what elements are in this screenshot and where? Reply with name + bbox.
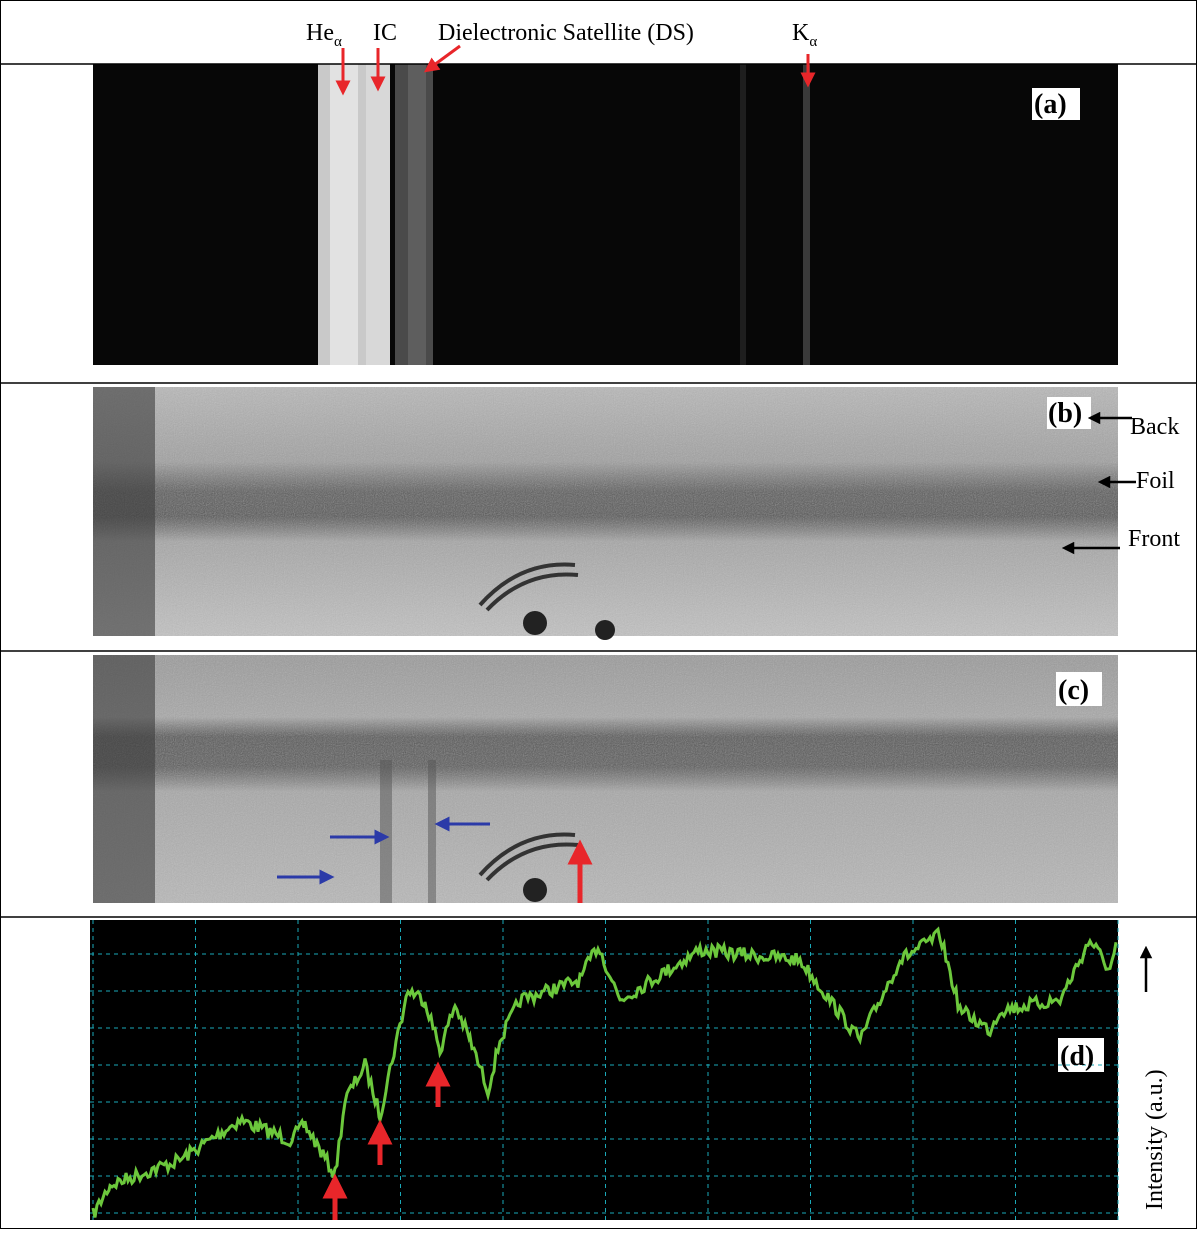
annotation: Back (1130, 414, 1179, 440)
image (93, 655, 1118, 903)
separators (0, 63, 1197, 918)
header-label: IC (373, 20, 397, 46)
trace (91, 926, 1118, 1218)
panel-c (93, 655, 1118, 903)
black-arrows (1061, 411, 1153, 992)
panel-b (93, 387, 1118, 640)
blue-arrows (277, 816, 490, 885)
header-label: Dielectronic Satellite (DS) (438, 20, 694, 46)
red-arrows (322, 44, 816, 1220)
image (93, 387, 1118, 636)
annotation: Foil (1136, 468, 1175, 494)
panel-label: (b) (1048, 398, 1082, 429)
header-label: Heα (306, 20, 342, 50)
label-sub: α (334, 34, 342, 50)
header-label: Kα (792, 20, 817, 50)
annotation: Front (1128, 526, 1180, 552)
labels: Heα IC Dielectronic Satellite (DS) Kα (a… (306, 20, 1180, 1210)
image (93, 64, 1118, 365)
panel-label: (d) (1060, 1041, 1094, 1072)
label-text: He (306, 20, 334, 46)
panel-a (93, 64, 1118, 365)
panel-label: (a) (1034, 89, 1067, 120)
axis-label: Intensity (a.u.) (1142, 1069, 1168, 1210)
label-sub: α (809, 34, 817, 50)
panel-label: (c) (1058, 675, 1089, 706)
label-text: K (792, 20, 810, 46)
panel-d (90, 920, 1119, 1220)
